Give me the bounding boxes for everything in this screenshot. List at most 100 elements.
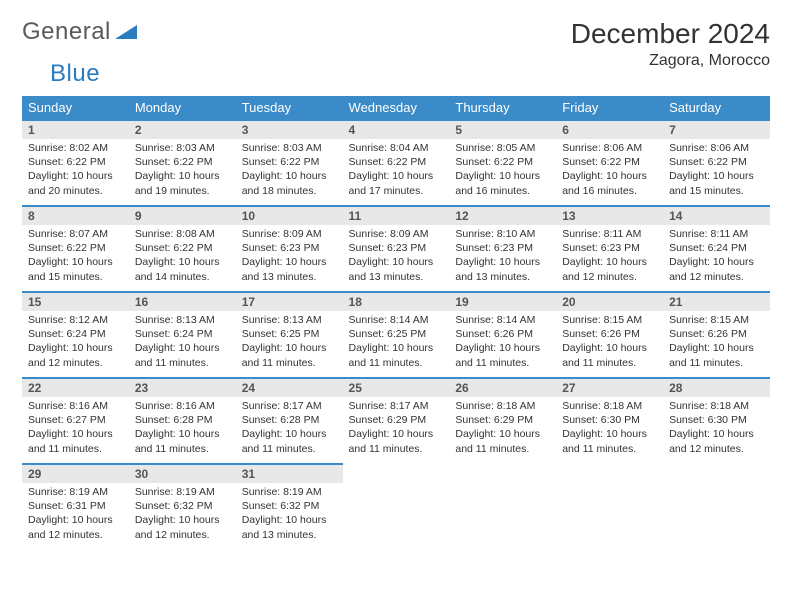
day-details: Sunrise: 8:06 AMSunset: 6:22 PMDaylight:… bbox=[556, 139, 663, 202]
calendar-body: 1Sunrise: 8:02 AMSunset: 6:22 PMDaylight… bbox=[22, 119, 770, 549]
calendar-cell: 8Sunrise: 8:07 AMSunset: 6:22 PMDaylight… bbox=[22, 205, 129, 291]
day-number: 11 bbox=[343, 205, 450, 225]
day-number: 1 bbox=[22, 119, 129, 139]
day-details: Sunrise: 8:19 AMSunset: 6:31 PMDaylight:… bbox=[22, 483, 129, 546]
calendar-cell: 25Sunrise: 8:17 AMSunset: 6:29 PMDayligh… bbox=[343, 377, 450, 463]
calendar-cell: 5Sunrise: 8:05 AMSunset: 6:22 PMDaylight… bbox=[449, 119, 556, 205]
weekday-header: Wednesday bbox=[343, 96, 450, 119]
month-title: December 2024 bbox=[571, 18, 770, 50]
calendar-cell bbox=[343, 463, 450, 549]
day-number: 24 bbox=[236, 377, 343, 397]
day-number: 26 bbox=[449, 377, 556, 397]
logo-text-gray: General bbox=[22, 18, 111, 46]
calendar-cell: 1Sunrise: 8:02 AMSunset: 6:22 PMDaylight… bbox=[22, 119, 129, 205]
calendar-cell: 22Sunrise: 8:16 AMSunset: 6:27 PMDayligh… bbox=[22, 377, 129, 463]
calendar-cell: 9Sunrise: 8:08 AMSunset: 6:22 PMDaylight… bbox=[129, 205, 236, 291]
day-number: 21 bbox=[663, 291, 770, 311]
calendar-cell: 26Sunrise: 8:18 AMSunset: 6:29 PMDayligh… bbox=[449, 377, 556, 463]
day-details: Sunrise: 8:09 AMSunset: 6:23 PMDaylight:… bbox=[236, 225, 343, 288]
calendar-row: 22Sunrise: 8:16 AMSunset: 6:27 PMDayligh… bbox=[22, 377, 770, 463]
day-details: Sunrise: 8:13 AMSunset: 6:24 PMDaylight:… bbox=[129, 311, 236, 374]
day-details: Sunrise: 8:13 AMSunset: 6:25 PMDaylight:… bbox=[236, 311, 343, 374]
calendar-cell: 4Sunrise: 8:04 AMSunset: 6:22 PMDaylight… bbox=[343, 119, 450, 205]
day-details: Sunrise: 8:02 AMSunset: 6:22 PMDaylight:… bbox=[22, 139, 129, 202]
calendar-cell: 27Sunrise: 8:18 AMSunset: 6:30 PMDayligh… bbox=[556, 377, 663, 463]
calendar-cell: 28Sunrise: 8:18 AMSunset: 6:30 PMDayligh… bbox=[663, 377, 770, 463]
calendar-cell: 30Sunrise: 8:19 AMSunset: 6:32 PMDayligh… bbox=[129, 463, 236, 549]
day-number: 6 bbox=[556, 119, 663, 139]
day-details: Sunrise: 8:17 AMSunset: 6:28 PMDaylight:… bbox=[236, 397, 343, 460]
day-number: 28 bbox=[663, 377, 770, 397]
day-number: 8 bbox=[22, 205, 129, 225]
calendar-cell: 16Sunrise: 8:13 AMSunset: 6:24 PMDayligh… bbox=[129, 291, 236, 377]
location: Zagora, Morocco bbox=[571, 52, 770, 70]
day-number: 22 bbox=[22, 377, 129, 397]
calendar-cell: 19Sunrise: 8:14 AMSunset: 6:26 PMDayligh… bbox=[449, 291, 556, 377]
day-details: Sunrise: 8:07 AMSunset: 6:22 PMDaylight:… bbox=[22, 225, 129, 288]
day-details: Sunrise: 8:15 AMSunset: 6:26 PMDaylight:… bbox=[556, 311, 663, 374]
calendar-cell: 13Sunrise: 8:11 AMSunset: 6:23 PMDayligh… bbox=[556, 205, 663, 291]
day-details: Sunrise: 8:03 AMSunset: 6:22 PMDaylight:… bbox=[236, 139, 343, 202]
weekday-header: Tuesday bbox=[236, 96, 343, 119]
day-details: Sunrise: 8:03 AMSunset: 6:22 PMDaylight:… bbox=[129, 139, 236, 202]
calendar-row: 29Sunrise: 8:19 AMSunset: 6:31 PMDayligh… bbox=[22, 463, 770, 549]
calendar-cell: 10Sunrise: 8:09 AMSunset: 6:23 PMDayligh… bbox=[236, 205, 343, 291]
day-number: 10 bbox=[236, 205, 343, 225]
weekday-header: Sunday bbox=[22, 96, 129, 119]
day-details: Sunrise: 8:15 AMSunset: 6:26 PMDaylight:… bbox=[663, 311, 770, 374]
calendar-row: 8Sunrise: 8:07 AMSunset: 6:22 PMDaylight… bbox=[22, 205, 770, 291]
title-block: December 2024 Zagora, Morocco bbox=[571, 18, 770, 76]
day-details: Sunrise: 8:08 AMSunset: 6:22 PMDaylight:… bbox=[129, 225, 236, 288]
day-number: 12 bbox=[449, 205, 556, 225]
day-number: 4 bbox=[343, 119, 450, 139]
calendar-cell: 24Sunrise: 8:17 AMSunset: 6:28 PMDayligh… bbox=[236, 377, 343, 463]
day-details: Sunrise: 8:19 AMSunset: 6:32 PMDaylight:… bbox=[129, 483, 236, 546]
calendar-cell bbox=[663, 463, 770, 549]
weekday-header: Saturday bbox=[663, 96, 770, 119]
day-details: Sunrise: 8:17 AMSunset: 6:29 PMDaylight:… bbox=[343, 397, 450, 460]
calendar-table: SundayMondayTuesdayWednesdayThursdayFrid… bbox=[22, 96, 770, 549]
day-details: Sunrise: 8:18 AMSunset: 6:30 PMDaylight:… bbox=[556, 397, 663, 460]
calendar-cell: 12Sunrise: 8:10 AMSunset: 6:23 PMDayligh… bbox=[449, 205, 556, 291]
calendar-cell bbox=[556, 463, 663, 549]
calendar-cell: 18Sunrise: 8:14 AMSunset: 6:25 PMDayligh… bbox=[343, 291, 450, 377]
calendar-row: 1Sunrise: 8:02 AMSunset: 6:22 PMDaylight… bbox=[22, 119, 770, 205]
day-number: 9 bbox=[129, 205, 236, 225]
day-number: 31 bbox=[236, 463, 343, 483]
day-number: 13 bbox=[556, 205, 663, 225]
day-number: 30 bbox=[129, 463, 236, 483]
day-details: Sunrise: 8:05 AMSunset: 6:22 PMDaylight:… bbox=[449, 139, 556, 202]
calendar-cell: 31Sunrise: 8:19 AMSunset: 6:32 PMDayligh… bbox=[236, 463, 343, 549]
weekday-header: Friday bbox=[556, 96, 663, 119]
logo: General bbox=[22, 18, 137, 46]
day-number: 16 bbox=[129, 291, 236, 311]
day-number: 14 bbox=[663, 205, 770, 225]
weekday-header-row: SundayMondayTuesdayWednesdayThursdayFrid… bbox=[22, 96, 770, 119]
calendar-cell: 2Sunrise: 8:03 AMSunset: 6:22 PMDaylight… bbox=[129, 119, 236, 205]
calendar-cell: 7Sunrise: 8:06 AMSunset: 6:22 PMDaylight… bbox=[663, 119, 770, 205]
day-number: 7 bbox=[663, 119, 770, 139]
day-number: 3 bbox=[236, 119, 343, 139]
calendar-cell: 6Sunrise: 8:06 AMSunset: 6:22 PMDaylight… bbox=[556, 119, 663, 205]
calendar-cell: 20Sunrise: 8:15 AMSunset: 6:26 PMDayligh… bbox=[556, 291, 663, 377]
day-details: Sunrise: 8:11 AMSunset: 6:23 PMDaylight:… bbox=[556, 225, 663, 288]
day-details: Sunrise: 8:06 AMSunset: 6:22 PMDaylight:… bbox=[663, 139, 770, 202]
day-details: Sunrise: 8:10 AMSunset: 6:23 PMDaylight:… bbox=[449, 225, 556, 288]
weekday-header: Thursday bbox=[449, 96, 556, 119]
day-number: 19 bbox=[449, 291, 556, 311]
day-number: 17 bbox=[236, 291, 343, 311]
day-number: 18 bbox=[343, 291, 450, 311]
day-number: 29 bbox=[22, 463, 129, 483]
day-number: 27 bbox=[556, 377, 663, 397]
calendar-cell: 15Sunrise: 8:12 AMSunset: 6:24 PMDayligh… bbox=[22, 291, 129, 377]
calendar-cell: 23Sunrise: 8:16 AMSunset: 6:28 PMDayligh… bbox=[129, 377, 236, 463]
day-details: Sunrise: 8:09 AMSunset: 6:23 PMDaylight:… bbox=[343, 225, 450, 288]
calendar-cell: 21Sunrise: 8:15 AMSunset: 6:26 PMDayligh… bbox=[663, 291, 770, 377]
calendar-cell: 14Sunrise: 8:11 AMSunset: 6:24 PMDayligh… bbox=[663, 205, 770, 291]
day-details: Sunrise: 8:16 AMSunset: 6:27 PMDaylight:… bbox=[22, 397, 129, 460]
calendar-cell: 3Sunrise: 8:03 AMSunset: 6:22 PMDaylight… bbox=[236, 119, 343, 205]
logo-text-blue: Blue bbox=[50, 60, 100, 88]
calendar-cell: 17Sunrise: 8:13 AMSunset: 6:25 PMDayligh… bbox=[236, 291, 343, 377]
day-number: 23 bbox=[129, 377, 236, 397]
day-details: Sunrise: 8:12 AMSunset: 6:24 PMDaylight:… bbox=[22, 311, 129, 374]
